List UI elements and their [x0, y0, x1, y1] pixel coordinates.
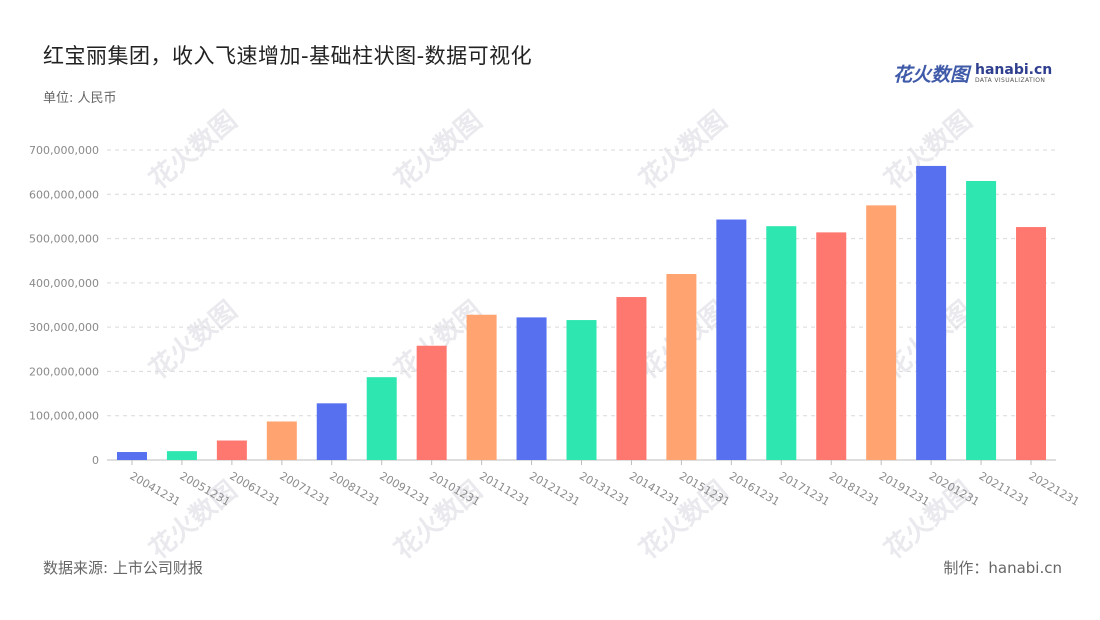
x-tick-label: 20131231: [577, 469, 632, 508]
x-tick-label: 20081231: [327, 469, 382, 508]
x-tick-label: 20071231: [277, 469, 332, 508]
y-tick-label: 300,000,000: [29, 321, 99, 334]
x-tick-label: 20111231: [477, 469, 532, 508]
bar: [916, 165, 947, 460]
bar: [866, 205, 897, 460]
maker-credit: 制作：hanabi.cn: [943, 559, 1062, 577]
brand-logo: 花火数图 hanabi.cn DATA VISUALIZATION: [893, 60, 1052, 87]
x-tick-label: 20051231: [177, 469, 232, 508]
unit-label: 单位: 人民币: [43, 91, 117, 106]
bar: [216, 440, 247, 460]
bar: [716, 219, 747, 460]
x-tick-label: 20041231: [127, 469, 182, 508]
y-tick-label: 0: [92, 454, 99, 467]
x-tick-label: 20191231: [877, 469, 932, 508]
logo-sub-text: DATA VISUALIZATION: [975, 77, 1046, 84]
x-tick-label: 20091231: [377, 469, 432, 508]
x-tick-label: 20151231: [677, 469, 732, 508]
bar: [766, 226, 797, 460]
bar: [316, 403, 347, 460]
logo-en-text: hanabi.cn: [975, 62, 1053, 78]
bar: [1016, 227, 1047, 460]
bar: [566, 320, 597, 460]
y-tick-label: 700,000,000: [29, 144, 99, 157]
y-tick-label: 500,000,000: [29, 233, 99, 246]
y-tick-label: 400,000,000: [29, 277, 99, 290]
logo-cn-text: 花火数图: [893, 64, 970, 86]
x-tick-label: 20121231: [527, 469, 582, 508]
x-tick-label: 20221231: [1027, 469, 1082, 508]
bar: [466, 314, 497, 460]
x-tick-label: 20201231: [927, 469, 982, 508]
bar: [116, 452, 147, 460]
data-source: 数据来源: 上市公司财报: [43, 559, 203, 577]
bar: [166, 451, 197, 460]
y-tick-label: 600,000,000: [29, 188, 99, 201]
x-tick-label: 20061231: [227, 469, 282, 508]
x-tick-label: 20181231: [827, 469, 882, 508]
bar: [366, 377, 397, 460]
y-tick-label: 200,000,000: [29, 365, 99, 378]
bar: [966, 181, 997, 460]
bar: [816, 232, 847, 460]
chart-title: 红宝丽集团，收入飞速增加-基础柱状图-数据可视化: [43, 44, 533, 68]
x-tick-label: 20211231: [977, 469, 1032, 508]
bar: [666, 274, 697, 460]
y-tick-label: 100,000,000: [29, 410, 99, 423]
x-tick-label: 20171231: [777, 469, 832, 508]
bar: [416, 345, 447, 460]
logo-en-block: hanabi.cn DATA VISUALIZATION: [975, 63, 1052, 84]
bar: [616, 297, 647, 460]
x-tick-label: 20141231: [627, 469, 682, 508]
x-tick-label: 20161231: [727, 469, 782, 508]
bar: [516, 317, 547, 460]
x-tick-label: 20101231: [427, 469, 482, 508]
bar: [266, 421, 297, 460]
